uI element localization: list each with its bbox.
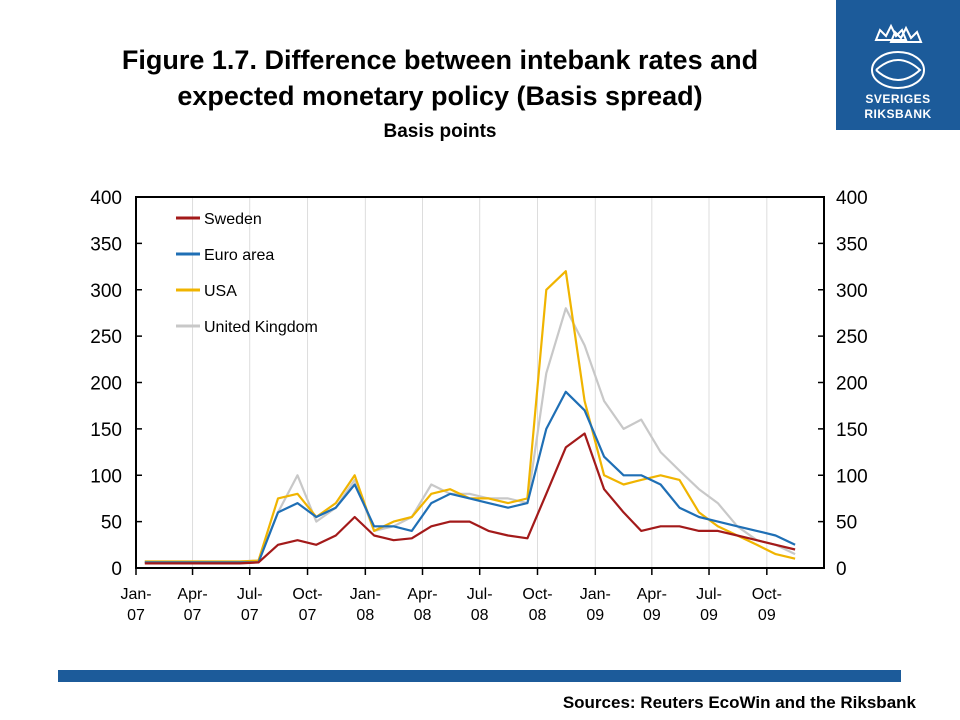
x-tick-label: 09 <box>586 607 604 624</box>
y-tick-label-left: 150 <box>90 420 122 441</box>
x-axis: Jan- 07 Apr- 07 Jul- 07 Oct- 07 Jan- 08 Apr- 08 Jul-… <box>120 568 782 624</box>
series-line-usa <box>144 270 796 563</box>
x-tick-label: Jan- <box>350 586 381 603</box>
y-tick-label-left: 0 <box>111 559 122 580</box>
y-tick-label-right: 0 <box>836 559 847 580</box>
series-line-united-kingdom <box>144 307 796 563</box>
y-tick-label-left: 400 <box>90 188 122 209</box>
x-tick-label: Oct- <box>752 586 782 603</box>
x-tick-label: 09 <box>643 607 661 624</box>
legend-label: Euro area <box>204 247 274 264</box>
crown-emblem-icon <box>871 23 925 89</box>
chart-series <box>144 270 796 565</box>
x-tick-label: 09 <box>758 607 776 624</box>
x-tick-label: Apr- <box>407 586 437 603</box>
logo-text-line-1: SVERIGES <box>865 92 931 106</box>
y-tick-label-left: 350 <box>90 234 122 255</box>
y-tick-label-right: 300 <box>836 281 868 302</box>
chart-grid <box>192 197 768 568</box>
x-tick-label: Jul- <box>467 586 493 603</box>
series-line-sweden <box>144 432 796 565</box>
x-tick-label: 07 <box>299 607 317 624</box>
x-tick-label: 08 <box>414 607 432 624</box>
y-tick-label-right: 400 <box>836 188 868 209</box>
x-tick-label: 07 <box>241 607 259 624</box>
sources-note: Sources: Reuters EcoWin and the Riksbank <box>562 693 916 712</box>
chart-legend: Sweden Euro area USA United Kingdom <box>176 211 318 336</box>
logo-text-line-2: RIKSBANK <box>864 107 932 121</box>
riksbank-logo <box>836 0 960 130</box>
y-tick-label-right: 100 <box>836 466 868 487</box>
y-tick-label-left: 250 <box>90 327 122 348</box>
y-tick-label-right: 250 <box>836 327 868 348</box>
legend-label: USA <box>204 283 237 300</box>
chart-title: Figure 1.7. Difference between intebank … <box>40 42 840 114</box>
chart-subtitle: Basis points <box>383 121 497 142</box>
y-tick-label-left: 100 <box>90 466 122 487</box>
x-tick-label: 08 <box>471 607 489 624</box>
x-tick-label: 08 <box>529 607 547 624</box>
left-y-axis: 0 50 100 150 200 250 300 350 400 <box>90 188 142 580</box>
y-tick-label-left: 200 <box>90 374 122 395</box>
x-tick-label: Jan- <box>120 586 151 603</box>
x-tick-label: Apr- <box>177 586 207 603</box>
series-line-euro-area <box>144 390 796 564</box>
x-tick-label: Apr- <box>637 586 667 603</box>
x-tick-label: Jul- <box>237 586 263 603</box>
y-tick-label-right: 150 <box>836 420 868 441</box>
x-tick-label: Jan- <box>580 586 611 603</box>
footer-bar <box>58 670 901 682</box>
y-tick-label-right: 350 <box>836 234 868 255</box>
x-tick-label: 08 <box>356 607 374 624</box>
y-tick-label-left: 300 <box>90 281 122 302</box>
y-tick-label-right: 200 <box>836 374 868 395</box>
x-tick-label: Oct- <box>292 586 322 603</box>
x-tick-label: 09 <box>700 607 718 624</box>
legend-label: Sweden <box>204 211 262 228</box>
x-tick-label: 07 <box>184 607 202 624</box>
x-tick-label: Jul- <box>696 586 722 603</box>
x-tick-label: 07 <box>127 607 145 624</box>
x-tick-label: Oct- <box>522 586 552 603</box>
chart-title-line-2: expected monetary policy (Basis spread) <box>177 81 703 111</box>
legend-label: United Kingdom <box>204 319 318 336</box>
chart-title-line-1: Figure 1.7. Difference between intebank … <box>121 45 759 75</box>
right-y-axis: 0 50 100 150 200 250 300 350 400 <box>818 188 868 580</box>
y-tick-label-right: 50 <box>836 513 857 534</box>
y-tick-label-left: 50 <box>101 513 122 534</box>
